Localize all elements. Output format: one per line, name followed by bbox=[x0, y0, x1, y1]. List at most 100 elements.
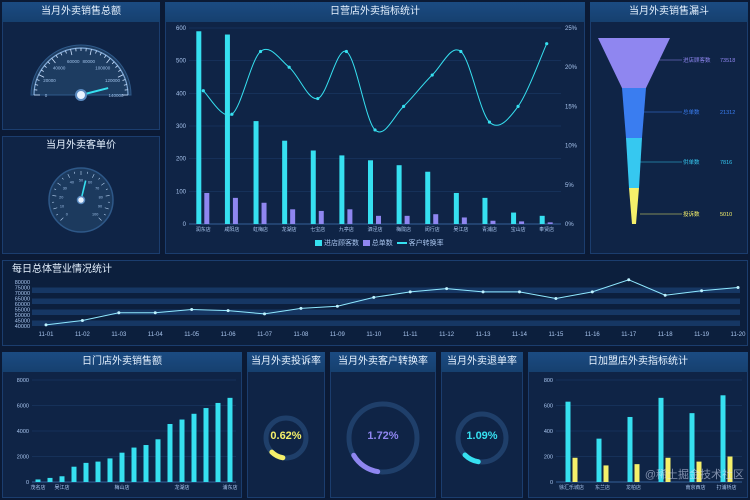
bar-customers bbox=[396, 165, 402, 224]
y-tick-label: 200 bbox=[544, 455, 553, 461]
bar bbox=[572, 457, 578, 482]
x-tick-label: 闵行店 bbox=[425, 226, 440, 233]
conversion-point bbox=[545, 42, 549, 46]
complaint-value: 0.62% bbox=[270, 430, 302, 442]
gauge-tick bbox=[101, 182, 105, 186]
gauge-face bbox=[30, 44, 132, 96]
x-tick-label: 11-16 bbox=[585, 332, 601, 338]
x-tick-label: 茂名店 bbox=[30, 484, 45, 491]
bar-orders bbox=[232, 197, 238, 224]
daily-point bbox=[263, 312, 267, 316]
gauge-tick-label: 100 bbox=[92, 213, 98, 217]
x-tick-label: 浦东店 bbox=[222, 484, 237, 491]
x-tick-label: 11-13 bbox=[476, 332, 492, 338]
store-index-chart: 0 200 400 600 800 徐汇乐城店 东兰店 龙柏店 南京西店 打浦桥店 bbox=[544, 378, 742, 491]
x-tick-label: 东兰店 bbox=[595, 484, 610, 491]
bar-customers bbox=[453, 192, 459, 224]
gauge-tick bbox=[54, 188, 57, 190]
gauge-tick bbox=[40, 69, 44, 72]
daily-total-panel: 每日总体营业情况统计 40000 45000 50000 55000 60000 6500… bbox=[2, 260, 748, 346]
daily-point bbox=[335, 304, 339, 308]
bar bbox=[203, 408, 209, 482]
bar-customers bbox=[539, 215, 545, 224]
x-tick-label: 11-04 bbox=[148, 332, 164, 338]
gauge-tick-label: 50 bbox=[79, 179, 83, 183]
bar bbox=[47, 477, 53, 482]
bar bbox=[658, 397, 664, 482]
x-tick-label: 七宝店 bbox=[310, 226, 325, 233]
band bbox=[32, 298, 740, 304]
gauge-tick bbox=[61, 177, 64, 180]
x-tick-label: 吴江店 bbox=[54, 484, 69, 491]
bar bbox=[95, 461, 101, 482]
daily-point bbox=[190, 308, 194, 311]
gauge-tick bbox=[98, 177, 101, 180]
gauge-tick bbox=[105, 188, 108, 190]
store-index-title: 日加盟店外卖指标统计 bbox=[528, 352, 748, 372]
store-index-panel: 日加盟店外卖指标统计 0 200 400 600 800 徐汇乐城店 东兰店 龙柏店 南京西店 打… bbox=[528, 352, 748, 498]
legend-label-conversion: 客户转换率 bbox=[408, 240, 444, 247]
x-tick-label: 吴江店 bbox=[453, 226, 468, 233]
y2-tick-label: 25% bbox=[565, 26, 578, 32]
conversion-point bbox=[516, 104, 520, 108]
bar bbox=[143, 445, 149, 482]
conversion-point bbox=[258, 49, 263, 54]
x-tick-label: 打浦桥店 bbox=[716, 484, 736, 491]
bar-orders bbox=[433, 214, 439, 224]
gauge-tick-label: 40000 bbox=[53, 66, 66, 71]
conversion-point bbox=[430, 73, 434, 77]
funnel-stage-value: 5010 bbox=[720, 212, 732, 218]
funnel-chart: 进店顾客数 73518 总单数 21312 供单数 7816 投诉数 5010 bbox=[598, 38, 735, 224]
y-tick-label: 2000 bbox=[17, 455, 29, 461]
x-tick-label: 11-18 bbox=[658, 332, 674, 338]
bar-orders bbox=[404, 215, 410, 224]
daily-point bbox=[627, 278, 631, 282]
conversion-point bbox=[344, 49, 348, 54]
x-tick-label: 龙湖店 bbox=[282, 226, 297, 233]
daily-point bbox=[153, 311, 157, 315]
band bbox=[32, 287, 740, 293]
store-sales-chart: 0 2000 4000 6000 8000 茂名店 吴江店 梅山店 龙湖店 浦东店 bbox=[17, 378, 238, 491]
gauge-tick bbox=[57, 182, 61, 186]
bar-customers bbox=[253, 121, 259, 224]
gauge-tick bbox=[92, 174, 95, 178]
funnel-stage bbox=[598, 38, 670, 88]
conversion-point bbox=[487, 120, 492, 124]
conversion-title: 当月外卖客户转换率 bbox=[330, 352, 436, 372]
gauge-tick-label: 10 bbox=[60, 205, 64, 209]
ring-progress bbox=[462, 452, 481, 465]
x-tick-label: 11-01 bbox=[39, 332, 55, 338]
legend-label-customers: 进店顾客数 bbox=[323, 240, 359, 247]
bar bbox=[720, 395, 726, 482]
daily-point bbox=[445, 287, 449, 291]
gauge-tick bbox=[103, 213, 106, 216]
gauge-tick bbox=[60, 217, 64, 221]
legend-swatch-orders bbox=[362, 240, 370, 247]
gauge-tick-label: 60 bbox=[88, 181, 92, 185]
x-tick-label: 虹梅店 bbox=[253, 226, 268, 233]
conversion-point bbox=[287, 65, 291, 69]
x-tick-label: 11-09 bbox=[330, 332, 346, 338]
gauge-tick-label: 70 bbox=[95, 187, 99, 191]
x-tick-label: 11-19 bbox=[694, 332, 710, 338]
bar-customers bbox=[368, 160, 373, 224]
y-tick-label: 0 bbox=[26, 480, 29, 486]
y-tick-label: 400 bbox=[176, 91, 187, 97]
conversion-point bbox=[459, 49, 463, 54]
gauge-tick bbox=[60, 52, 63, 56]
avg-price-title: 当月外卖客单价 bbox=[46, 140, 116, 151]
gauge-tick bbox=[115, 65, 118, 68]
daily-total-chart: 4000045000500005500060000650007000075000… bbox=[15, 278, 746, 338]
daily-point bbox=[517, 290, 521, 294]
gauge-tick-label: 120000 bbox=[105, 78, 121, 83]
gauge-tick bbox=[117, 74, 124, 78]
bar bbox=[627, 416, 633, 482]
legend-swatch-conversion bbox=[396, 242, 407, 245]
gauge-tick-label: 90 bbox=[98, 205, 102, 209]
bar-orders bbox=[261, 202, 267, 224]
bar bbox=[191, 413, 197, 482]
gauge-tick-label: 0 bbox=[45, 93, 48, 98]
bar-customers bbox=[482, 197, 488, 224]
x-tick-label: 梅陇店 bbox=[396, 226, 411, 233]
bar bbox=[131, 447, 137, 482]
